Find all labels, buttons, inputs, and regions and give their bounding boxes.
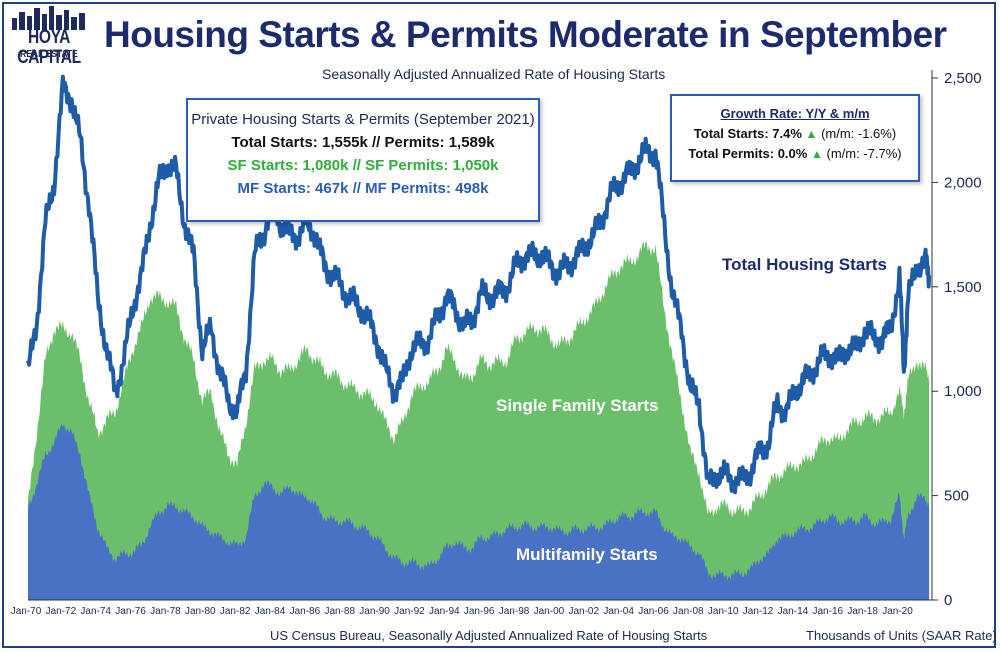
x-tick-label: Jan-80	[185, 606, 216, 617]
skyline-icon	[12, 6, 85, 30]
x-tick-label: Jan-90	[359, 606, 390, 617]
x-tick-label: Jan-86	[290, 606, 321, 617]
total-starts-line	[26, 74, 932, 495]
x-tick-label: Jan-88	[324, 606, 355, 617]
x-tick-label: Jan-70	[11, 606, 42, 617]
x-tick-label: Jan-12	[743, 606, 774, 617]
growth-total-permits-label: Total Permits: 0.0%	[688, 146, 808, 161]
x-tick-label: Jan-98	[499, 606, 530, 617]
y-tick-label: 2,000	[944, 174, 982, 191]
logo-name: HOYA CAPITAL	[17, 27, 81, 68]
x-axis: Jan-70 Jan-72 Jan-74 Jan-76 Jan-78 Jan-80 Jan-…	[11, 599, 932, 617]
x-tick-label: Jan-92	[394, 606, 425, 617]
x-tick-label: Jan-08	[673, 606, 704, 617]
x-tick-label: Jan-18	[847, 606, 878, 617]
x-tick-label: Jan-04	[603, 606, 634, 617]
x-tick-label: Jan-14	[778, 606, 809, 617]
single-family-label: Single Family Starts	[496, 396, 659, 415]
chart-areas	[28, 241, 930, 601]
growth-rate-header: Growth Rate: Y/Y & m/m	[720, 106, 870, 121]
mf-starts-permits: MF Starts: 467k // MF Permits: 498k	[237, 180, 489, 197]
x-tick-label: Jan-78	[150, 606, 181, 617]
x-tick-label: Jan-76	[115, 606, 146, 617]
x-tick-label: Jan-10	[708, 606, 739, 617]
x-tick-label: Jan-94	[429, 606, 460, 617]
units-note: Thousands of Units (SAAR Rate)	[806, 628, 997, 643]
x-tick-label: Jan-84	[255, 606, 286, 617]
growth-total-permits-mm: (m/m: -7.7%)	[826, 146, 902, 161]
x-tick-label: Jan-20	[882, 606, 913, 617]
logo: HOYA CAPITAL REAL ESTATE	[6, 6, 92, 68]
multifamily-label: Multifamily Starts	[516, 545, 658, 564]
x-tick-label: Jan-72	[46, 606, 77, 617]
source-note: US Census Bureau, Seasonally Adjusted An…	[270, 628, 708, 643]
growth-total-starts: Total Starts: 7.4% ▲ (m/m: -1.6%)	[672, 124, 918, 144]
up-arrow-icon: ▲	[805, 127, 818, 141]
x-tick-label: Jan-00	[534, 606, 565, 617]
total-starts-label: Total Housing Starts	[722, 255, 887, 274]
chart-title: Housing Starts & Permits Moderate in Sep…	[104, 14, 947, 55]
x-tick-label: Jan-74	[80, 606, 111, 617]
sf-starts-permits: SF Starts: 1,080k // SF Permits: 1,050k	[227, 157, 499, 174]
logo-subtitle: REAL ESTATE	[20, 49, 78, 60]
y-axis: 0 500 1,000 1,500 2,000 2,500	[931, 70, 982, 609]
x-tick-label: Jan-02	[568, 606, 599, 617]
y-tick-label: 1,500	[944, 279, 982, 296]
chart-subtitle: Seasonally Adjusted Annualized Rate of H…	[322, 66, 666, 82]
growth-total-permits: Total Permits: 0.0% ▲ (m/m: -7.7%)	[672, 144, 918, 164]
y-tick-label: 500	[944, 488, 969, 505]
x-tick-label: Jan-16	[812, 606, 843, 617]
y-tick-label: 2,500	[944, 70, 982, 87]
chart-line-layer	[26, 74, 932, 495]
starts-permits-header: Private Housing Starts & Permits (Septem…	[191, 111, 535, 128]
x-tick-label: Jan-96	[464, 606, 495, 617]
total-starts-permits: Total Starts: 1,555k // Permits: 1,589k	[231, 134, 495, 151]
x-tick-label: Jan-06	[638, 606, 669, 617]
x-tick-label: Jan-82	[220, 606, 251, 617]
multifamily-area	[28, 423, 930, 600]
growth-total-starts-mm: (m/m: -1.6%)	[821, 126, 897, 141]
y-tick-label: 1,000	[944, 383, 982, 400]
growth-total-starts-label: Total Starts: 7.4%	[693, 126, 802, 141]
up-arrow-icon: ▲	[810, 147, 823, 161]
starts-permits-box: Private Housing Starts & Permits (Septem…	[186, 98, 540, 222]
growth-rate-box: Growth Rate: Y/Y & m/m Total Starts: 7.4…	[670, 94, 920, 182]
y-tick-label: 0	[944, 592, 952, 609]
